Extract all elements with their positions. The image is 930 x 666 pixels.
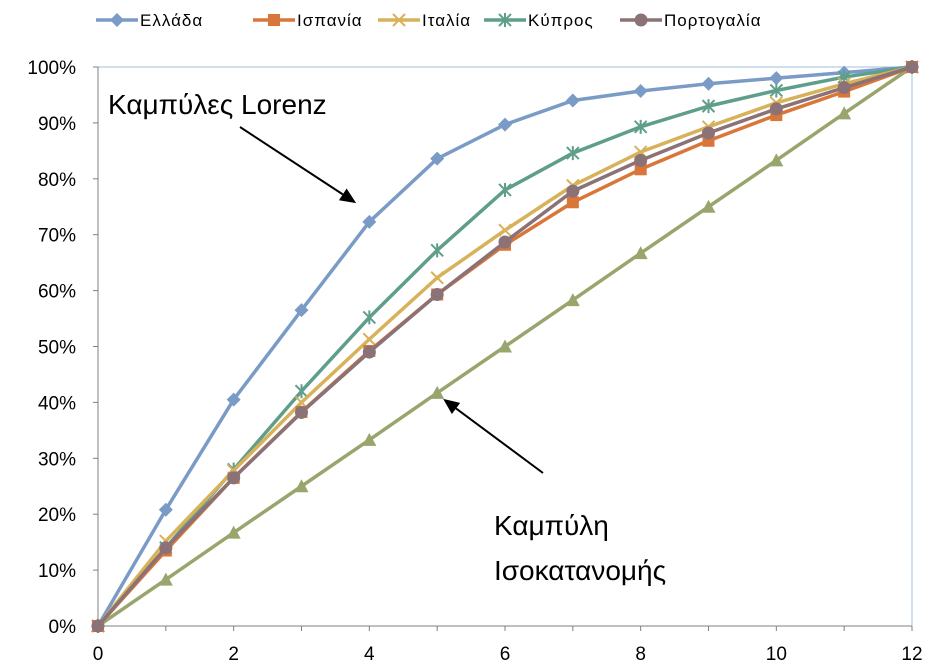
data-point bbox=[701, 99, 716, 114]
data-point bbox=[565, 293, 580, 307]
data-point bbox=[634, 153, 648, 167]
data-point bbox=[430, 151, 445, 166]
data-point bbox=[362, 214, 377, 229]
legend-item: Πορτογαλία bbox=[620, 11, 762, 30]
y-tick-label: 90% bbox=[38, 114, 76, 135]
data-point bbox=[498, 339, 512, 353]
annotation-lorenz-label: Καμπύλες Lorenz bbox=[108, 89, 327, 120]
data-point bbox=[227, 471, 241, 485]
legend-marker bbox=[634, 13, 648, 27]
annotation-lorenz-arrowhead bbox=[338, 188, 357, 204]
data-point bbox=[430, 243, 444, 258]
data-point bbox=[226, 525, 241, 539]
y-tick-label: 60% bbox=[38, 282, 76, 303]
legend-item: Ελλάδα bbox=[96, 11, 203, 30]
data-point bbox=[769, 153, 784, 167]
y-tick-label: 30% bbox=[38, 449, 76, 470]
data-point bbox=[430, 288, 444, 302]
data-point bbox=[498, 235, 512, 249]
data-point bbox=[498, 182, 512, 197]
legend-marker bbox=[498, 13, 512, 27]
annotation-equality-arrow bbox=[455, 407, 544, 474]
data-point bbox=[633, 119, 648, 134]
y-tick-label: 50% bbox=[38, 338, 76, 359]
x-tick-label: 8 bbox=[635, 644, 646, 665]
data-point bbox=[905, 60, 919, 74]
data-point bbox=[362, 432, 377, 446]
legend-label: Ελλάδα bbox=[140, 11, 203, 30]
legend-marker bbox=[392, 13, 406, 27]
data-point bbox=[91, 619, 105, 633]
x-tick-label: 12 bbox=[901, 644, 922, 665]
series-4 bbox=[91, 60, 919, 633]
annotation-equality-arrowhead bbox=[443, 398, 461, 415]
data-point bbox=[566, 196, 579, 209]
data-point bbox=[633, 246, 648, 260]
data-point bbox=[769, 83, 784, 98]
x-tick-label: 6 bbox=[500, 644, 511, 665]
y-tick-label: 0% bbox=[49, 617, 77, 638]
legend-marker bbox=[268, 14, 280, 26]
data-point bbox=[158, 572, 173, 586]
x-tick-label: 2 bbox=[228, 644, 239, 665]
legend-label: Ισπανία bbox=[297, 11, 363, 30]
data-point bbox=[837, 106, 852, 120]
legend-marker bbox=[110, 13, 124, 27]
data-point bbox=[702, 126, 715, 140]
legend-item: Ισπανία bbox=[253, 11, 363, 30]
annotation-lorenz-arrow bbox=[239, 126, 344, 196]
y-tick-label: 80% bbox=[38, 170, 76, 191]
series-5 bbox=[91, 60, 919, 632]
annotation-equality-label-line2: Ισοκατανομής bbox=[494, 555, 666, 586]
data-point bbox=[565, 93, 580, 108]
data-point bbox=[498, 223, 512, 237]
x-tick-label: 0 bbox=[93, 644, 104, 665]
data-point bbox=[295, 405, 308, 419]
data-point bbox=[701, 76, 716, 91]
legend: Ελλάδα Ισπανία Ιταλία Κύπρος Πορτογαλία bbox=[96, 11, 762, 30]
y-tick-label: 70% bbox=[38, 226, 76, 247]
y-tick-label: 10% bbox=[38, 561, 76, 582]
data-point bbox=[430, 271, 444, 285]
data-point bbox=[769, 102, 783, 116]
data-point bbox=[633, 84, 648, 99]
data-point bbox=[430, 385, 445, 399]
annotation-equality-label-line1: Καμπύλη bbox=[494, 510, 609, 541]
series-layer bbox=[91, 60, 919, 633]
x-tick-label: 4 bbox=[364, 644, 375, 665]
data-point bbox=[566, 146, 580, 161]
legend-label: Κύπρος bbox=[528, 11, 594, 30]
annotation-layer: Καμπύλες Lorenz Καμπύλη Ισοκατανομής bbox=[108, 89, 666, 586]
y-tick-label: 20% bbox=[38, 505, 76, 526]
data-point bbox=[226, 392, 241, 407]
data-point bbox=[701, 199, 716, 213]
y-tick-label: 40% bbox=[38, 393, 76, 414]
data-point bbox=[294, 384, 309, 399]
data-point bbox=[158, 502, 173, 517]
y-tick-label: 100% bbox=[27, 58, 76, 79]
data-point bbox=[634, 163, 647, 176]
legend-label: Ιταλία bbox=[422, 11, 471, 30]
data-point bbox=[362, 310, 377, 325]
data-point bbox=[498, 117, 512, 132]
axes: 0% 10% 20% 30% 40% 50% 60% 70% 80% 90% 100% 0 2 4 6 8 10… bbox=[27, 58, 922, 665]
legend-item: Κύπρος bbox=[484, 11, 594, 30]
data-point bbox=[362, 345, 376, 359]
data-point bbox=[294, 479, 309, 493]
data-point bbox=[159, 541, 173, 555]
legend-label: Πορτογαλία bbox=[664, 11, 762, 30]
data-point bbox=[294, 303, 309, 318]
data-point bbox=[362, 332, 377, 346]
data-point bbox=[837, 81, 851, 95]
data-point bbox=[769, 71, 784, 86]
data-point bbox=[566, 184, 580, 198]
x-tick-label: 10 bbox=[766, 644, 787, 665]
legend-item: Ιταλία bbox=[378, 11, 471, 30]
